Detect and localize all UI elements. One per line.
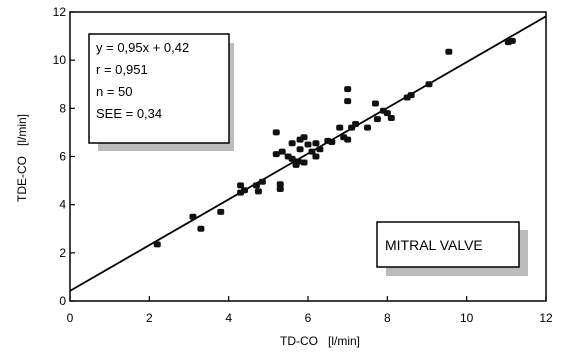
regression-line [69,15,547,292]
data-point [308,148,316,155]
data-point [383,110,391,117]
x-tick-label: 6 [305,311,312,325]
annotation-box: MITRAL VALVE [376,221,528,276]
y-tick-label: 10 [53,53,67,67]
axis-tick-labels: 0 2 4 6 8 10 12 0 2 4 6 8 10 12 [53,5,553,325]
data-point [312,140,320,147]
stats-equation: y = 0,95x + 0,42 [96,40,189,55]
data-point [272,129,280,136]
data-point [296,146,304,153]
y-tick-label: 12 [53,5,67,19]
data-point [364,124,371,131]
data-point [445,48,453,55]
stats-box: y = 0,95x + 0,42 r = 0,951 n = 50 SEE = … [88,33,234,151]
data-point [344,98,352,105]
data-point [316,146,324,153]
data-point [272,151,280,158]
data-point [258,178,266,185]
y-tick-label: 0 [59,294,66,308]
data-point [304,141,312,148]
data-point [153,241,161,248]
data-point [254,188,262,195]
x-tick-label: 4 [225,311,232,325]
data-point [300,134,308,141]
data-point [189,213,197,220]
y-tick-label: 6 [59,150,66,164]
data-point [217,208,225,215]
data-point [300,159,308,166]
y-axis-title: TDE-CO [l/min] [15,114,29,202]
data-point [276,186,284,193]
plot-area: 0 2 4 6 8 10 12 0 2 4 6 8 10 12 [53,5,553,325]
x-tick-label: 10 [460,311,474,325]
data-points [153,37,516,248]
x-tick-label: 0 [67,311,74,325]
y-tick-label: 4 [59,198,66,212]
data-point [312,153,320,160]
data-point [371,100,379,107]
data-point [344,136,352,143]
data-point [344,86,352,93]
y-tick-label: 2 [59,246,66,260]
data-point [276,181,284,188]
y-tick-label: 8 [59,101,66,115]
annotation-box-frame [376,221,520,268]
x-axis-title: TD-CO [l/min] [280,334,360,348]
data-point [288,140,296,147]
axis-ticks [69,11,547,302]
annotation-label: MITRAL VALVE [385,237,483,253]
data-point [252,182,260,189]
data-point [373,116,381,123]
data-point [197,225,205,232]
stats-box-frame [88,33,230,144]
data-point [387,114,395,121]
data-point [352,120,360,127]
data-point [336,124,344,131]
data-point [278,148,286,155]
x-tick-label: 12 [539,311,553,325]
data-point [237,182,245,189]
stats-r: r = 0,951 [96,62,148,77]
data-point [407,92,415,99]
x-tick-label: 2 [146,311,153,325]
data-point [294,158,302,165]
x-tick-label: 8 [384,311,391,325]
data-point [328,139,336,146]
stats-n: n = 50 [96,84,133,99]
data-point [241,187,249,194]
stats-see: SEE = 0,34 [96,106,162,121]
data-point [425,81,433,88]
data-point [288,155,296,162]
data-point [508,37,516,44]
